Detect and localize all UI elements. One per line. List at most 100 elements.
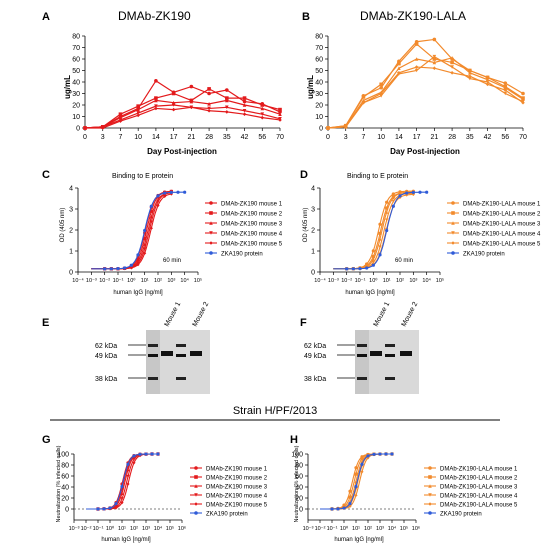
legend-label: ZKA190 protein xyxy=(440,512,482,518)
chart-a: 0 10 20 30 40 50 60 70 80 0 3 7 10 14 17 21 28 35 42 56 70 xyxy=(72,34,284,142)
panel-c-xlabel: human IgG [ng/ml] xyxy=(113,290,163,296)
legend-label: DMAb-ZK190-LALA mouse 1 xyxy=(440,467,518,473)
x-tick-label: 10⁰ xyxy=(369,277,378,284)
x-tick-label: 10⁻³ xyxy=(328,278,339,284)
data-point xyxy=(149,220,153,224)
data-point xyxy=(384,452,388,456)
gel-e-marker-38: 38 kDa xyxy=(95,376,117,383)
data-point xyxy=(242,96,247,100)
y-tick-label: 4 xyxy=(311,186,315,193)
panel-letter-b: B xyxy=(302,11,310,23)
y-tick-label: 80 xyxy=(295,463,303,470)
data-point xyxy=(114,501,118,506)
x-tick-label: 10⁻⁴ xyxy=(314,277,326,284)
data-point xyxy=(116,267,120,271)
data-point xyxy=(432,54,437,59)
data-point xyxy=(397,61,401,66)
y-tick-label: 80 xyxy=(72,34,80,41)
panel-d-ylabel: OD (405 nm) xyxy=(303,208,309,243)
data-point xyxy=(468,74,472,79)
x-tick-label: 10³ xyxy=(376,526,384,532)
data-point xyxy=(120,487,124,491)
panel-letter-g: G xyxy=(42,434,51,446)
data-point xyxy=(414,65,419,69)
legend-label: ZKA190 protein xyxy=(221,252,263,258)
x-tick-label: 17 xyxy=(170,134,178,141)
x-tick-label: 10⁴ xyxy=(388,525,397,532)
legend-marker xyxy=(209,201,213,205)
data-point xyxy=(154,79,158,83)
legend-label: DMAb-ZK190-LALA mouse 4 xyxy=(463,232,541,238)
panel-letter-c: C xyxy=(42,169,50,181)
y-tick-label: 2 xyxy=(69,228,73,235)
gel-f-band xyxy=(357,344,367,347)
data-point xyxy=(143,251,147,255)
data-point xyxy=(149,226,153,230)
data-point xyxy=(118,112,123,116)
data-point xyxy=(354,493,358,497)
series-curve xyxy=(86,453,158,510)
panel-c-annotation: 60 min xyxy=(163,258,181,264)
data-point xyxy=(503,81,508,85)
legend-label: DMAb-ZK190 mouse 5 xyxy=(206,503,268,509)
legend-marker xyxy=(428,511,432,515)
data-point xyxy=(432,37,437,42)
data-point xyxy=(378,237,382,241)
data-point xyxy=(163,194,167,198)
legend-marker xyxy=(194,502,198,506)
y-tick-label: 60 xyxy=(315,57,323,64)
panel-b-ylabel: ug/mL xyxy=(306,75,315,99)
panel-c-title: Binding to E protein xyxy=(112,173,173,180)
gel-f-ladder-lane xyxy=(355,330,369,394)
panel-h-xlabel: human IgG [ng/ml] xyxy=(334,537,384,543)
data-point xyxy=(120,484,124,489)
reference-curve xyxy=(86,453,158,510)
x-tick-label: 10⁵ xyxy=(400,525,408,532)
y-tick-label: 100 xyxy=(57,452,69,459)
data-point xyxy=(83,126,87,130)
gel-e-band xyxy=(148,344,158,347)
data-point xyxy=(242,99,247,104)
data-point xyxy=(326,126,330,130)
legend-marker xyxy=(428,475,432,479)
data-point xyxy=(432,60,437,65)
data-point xyxy=(379,94,383,98)
y-tick-label: 0 xyxy=(69,270,73,277)
gel-f-band xyxy=(370,351,382,356)
data-point xyxy=(371,257,375,261)
gel-f-marker-49: 49 kDa xyxy=(304,353,326,360)
x-tick-label: 10⁴ xyxy=(422,277,431,284)
panel-b-title: DMAb-ZK190-LALA xyxy=(360,9,466,23)
data-point xyxy=(371,263,375,267)
data-point xyxy=(503,85,508,90)
x-tick-label: 10³ xyxy=(409,278,417,284)
data-point xyxy=(102,507,106,511)
x-tick-label: 10¹ xyxy=(141,278,149,284)
panel-letter-d: D xyxy=(300,169,308,181)
y-tick-label: 30 xyxy=(315,91,323,98)
data-point xyxy=(379,91,383,96)
panel-g-xlabel: human IgG [ng/ml] xyxy=(101,537,151,543)
x-tick-label: 21 xyxy=(430,134,438,141)
y-tick-label: 10 xyxy=(315,114,323,121)
series-curve xyxy=(86,453,158,510)
data-point xyxy=(123,266,127,270)
x-tick-label: 14 xyxy=(395,134,403,141)
data-point xyxy=(144,452,148,456)
y-tick-label: 80 xyxy=(315,34,323,41)
legend-g: DMAb-ZK190 mouse 1 DMAb-ZK190 mouse 2 DMAb… xyxy=(190,466,268,518)
series-curve xyxy=(91,192,172,270)
data-point xyxy=(207,87,211,91)
series-curve xyxy=(86,453,158,510)
data-point xyxy=(485,75,490,80)
legend-label: DMAb-ZK190-LALA mouse 3 xyxy=(463,222,541,228)
data-point xyxy=(391,192,395,196)
legend-marker xyxy=(194,511,198,515)
series-curve xyxy=(91,192,172,270)
gel-e: 62 kDa 49 kDa 38 kDa Mouse 1 Mouse 2 xyxy=(95,301,210,394)
data-point xyxy=(189,105,194,110)
legend-marker xyxy=(428,502,432,506)
gel-e-lane-mouse-2: Mouse 2 xyxy=(192,301,211,328)
data-point xyxy=(379,82,383,87)
data-point xyxy=(360,462,364,466)
